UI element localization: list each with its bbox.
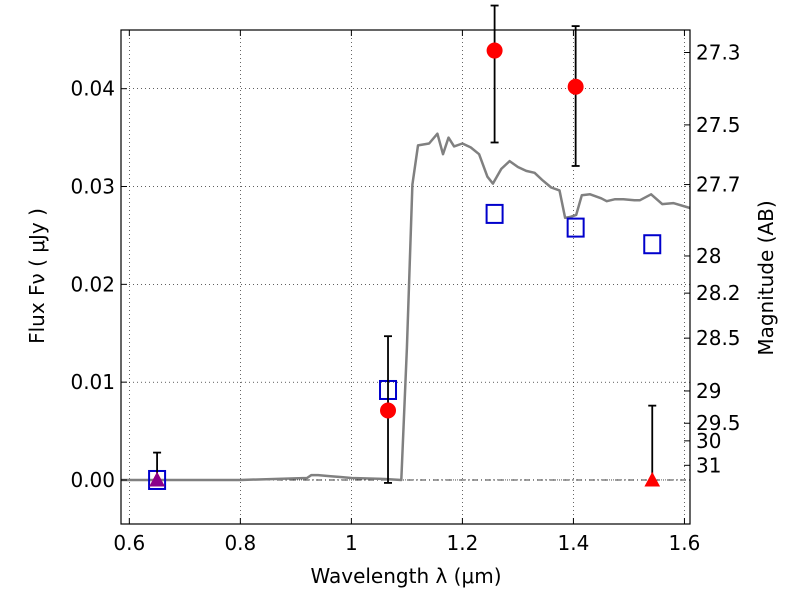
observed-square-marker: [566, 217, 585, 238]
x-tick-label: 0.8: [224, 531, 256, 555]
x-tick-label: 1.4: [558, 531, 590, 555]
series-0: [121, 132, 691, 482]
y-axis-label: Flux Fν ( μJy ): [25, 208, 49, 344]
model-spectrum-line: [121, 132, 691, 482]
x-tick-label: 0.6: [113, 531, 145, 555]
triangle-marker: [644, 471, 661, 487]
right-y-axis-label: Magnitude (AB): [754, 200, 778, 355]
measured-flux-point: [567, 78, 584, 95]
y-tick-label: 0.01: [70, 370, 115, 394]
measured-flux-point: [380, 402, 397, 419]
x-tick-label: 1.2: [446, 531, 478, 555]
magnitude-tick-label: 29.5: [696, 411, 741, 435]
magnitude-tick-label: 28.5: [696, 326, 741, 350]
measured-flux-point: [486, 42, 503, 59]
axes: 0.6 0.8 1 1.2 1.4 1.6 0.00 0.01 0.02 0.03 0.04 27.3…: [70, 30, 741, 555]
observed-square-marker: [643, 234, 662, 255]
magnitude-tick-label: 27.3: [696, 40, 741, 64]
observed-square-marker: [485, 203, 504, 224]
magnitude-tick-label: 28.2: [696, 281, 741, 305]
plot-frame: [120, 29, 691, 525]
y-tick-label: 0.04: [70, 77, 115, 101]
y-tick-label: 0.03: [70, 175, 115, 199]
magnitude-tick-label: 30: [696, 429, 721, 453]
plot-area: [121, 4, 691, 490]
x-axis-label: Wavelength λ (μm): [310, 564, 501, 588]
series-4: [149, 471, 165, 487]
triangle-marker: [149, 471, 165, 487]
y-tick-label: 0.00: [70, 468, 115, 492]
y-tick-label: 0.02: [70, 272, 115, 296]
magnitude-tick-label: 29: [696, 379, 721, 403]
magnitude-tick-label: 28: [696, 244, 721, 268]
magnitude-tick-label: 31: [696, 453, 721, 477]
magnitude-tick-label: 27.7: [696, 173, 741, 197]
series-2: [380, 4, 584, 484]
x-tick-label: 1: [345, 531, 358, 555]
magnitude-tick-label: 27.5: [696, 113, 741, 137]
x-tick-label: 1.6: [669, 531, 701, 555]
